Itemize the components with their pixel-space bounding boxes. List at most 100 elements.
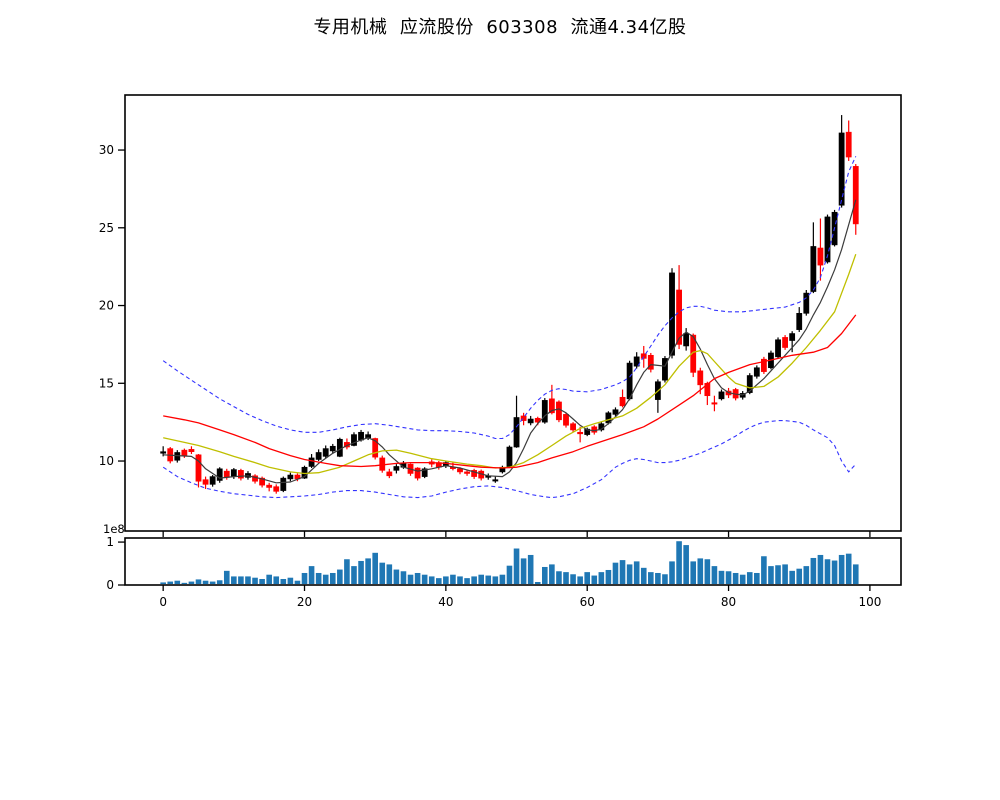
candle-down [556, 401, 562, 421]
volume-offset-label: 1e8 [103, 522, 125, 536]
volume-bar [831, 560, 838, 584]
volume-bar [485, 575, 492, 584]
volume-bar [231, 576, 237, 584]
volume-bar [245, 576, 251, 584]
volume-bar [605, 569, 612, 584]
volume-bar [160, 582, 166, 584]
volume-bar [216, 580, 223, 584]
candle-up [351, 434, 357, 446]
candle-down [471, 470, 478, 477]
candle-up [280, 477, 287, 491]
volume-bar [655, 572, 661, 584]
volume-bar [393, 569, 400, 584]
volume-bar [308, 566, 315, 584]
candle-down [457, 468, 463, 473]
volume-bar [195, 579, 202, 584]
candle-up [775, 339, 781, 358]
volume-bar [619, 560, 626, 584]
candle-down [845, 131, 852, 158]
volume-bar [739, 574, 746, 584]
y-tick-label: 10 [99, 454, 114, 468]
volume-bar [542, 566, 548, 584]
volume-bar [457, 576, 463, 584]
volume-bar [435, 578, 442, 584]
volume-bar [167, 581, 174, 584]
candle-down [817, 247, 824, 266]
volume-bar [534, 581, 541, 584]
volume-bar [810, 557, 817, 584]
candle-down [647, 354, 654, 370]
volume-bar [598, 572, 605, 584]
volume-bar [570, 574, 576, 584]
candle-down [195, 454, 202, 482]
candle-down [690, 334, 697, 373]
volume-bar [407, 574, 414, 584]
candle-up [308, 457, 315, 467]
candle-up [824, 216, 831, 263]
volume-bar [513, 548, 520, 584]
candle-up [612, 409, 619, 415]
candle-down [640, 353, 647, 359]
x-tick-label: 80 [721, 595, 736, 609]
candle-up [421, 468, 428, 477]
volume-bar [817, 554, 824, 584]
candle-up [662, 358, 668, 381]
candle-down [570, 423, 576, 431]
volume-bar [697, 558, 704, 584]
candle-up [329, 445, 336, 452]
volume-bar [676, 541, 682, 584]
candle-up [584, 428, 591, 435]
volume-bar [421, 574, 428, 584]
volume-bar [252, 577, 258, 584]
candle-down [181, 449, 188, 456]
volume-bar [648, 572, 654, 584]
candle-down [704, 382, 711, 397]
volume-bar [358, 560, 364, 584]
candle-down [563, 414, 569, 426]
candle-up [669, 272, 675, 356]
volume-bar [315, 572, 322, 584]
main-panel-frame [124, 94, 902, 532]
volume-bar [711, 566, 718, 584]
candle-up [492, 479, 499, 482]
candle-down [520, 415, 527, 421]
bollinger-upper-line [162, 156, 857, 440]
volume-bar [337, 569, 343, 584]
volume-bar [372, 552, 378, 584]
candle-down [619, 396, 626, 407]
bollinger-lower-line [162, 420, 857, 499]
volume-bar [280, 578, 287, 584]
volume-bar [499, 574, 506, 584]
volume-bar [344, 559, 350, 584]
candle-up [838, 132, 845, 206]
chart-title: 专用机械 应流股份 603308 流通4.34亿股 [313, 17, 687, 38]
candle-down [259, 477, 266, 486]
volume-bar [584, 572, 591, 584]
volume-bar [301, 572, 308, 584]
candle-down [760, 358, 767, 372]
candle-up [287, 474, 294, 480]
volume-bar [351, 566, 357, 584]
candle-down [202, 479, 209, 485]
volume-bar [273, 576, 280, 584]
volume-bar [527, 554, 534, 584]
volume-bar [259, 578, 265, 584]
candle-down [414, 467, 421, 479]
y-tick-label: 20 [99, 299, 114, 313]
volume-bar [704, 559, 711, 584]
volume-bar [478, 574, 484, 584]
candle-down [273, 486, 280, 492]
candle-down [223, 470, 230, 478]
candle-up [803, 292, 810, 314]
volume-bar [428, 576, 435, 584]
volume-bar [443, 576, 449, 584]
volume-bar [838, 554, 845, 584]
volume-bar [746, 572, 753, 584]
candle-down [782, 337, 788, 348]
volume-bar [188, 581, 195, 584]
candle-up [718, 391, 725, 400]
candle-up [322, 448, 329, 457]
candle-up [315, 452, 322, 460]
candle-down [188, 449, 195, 452]
